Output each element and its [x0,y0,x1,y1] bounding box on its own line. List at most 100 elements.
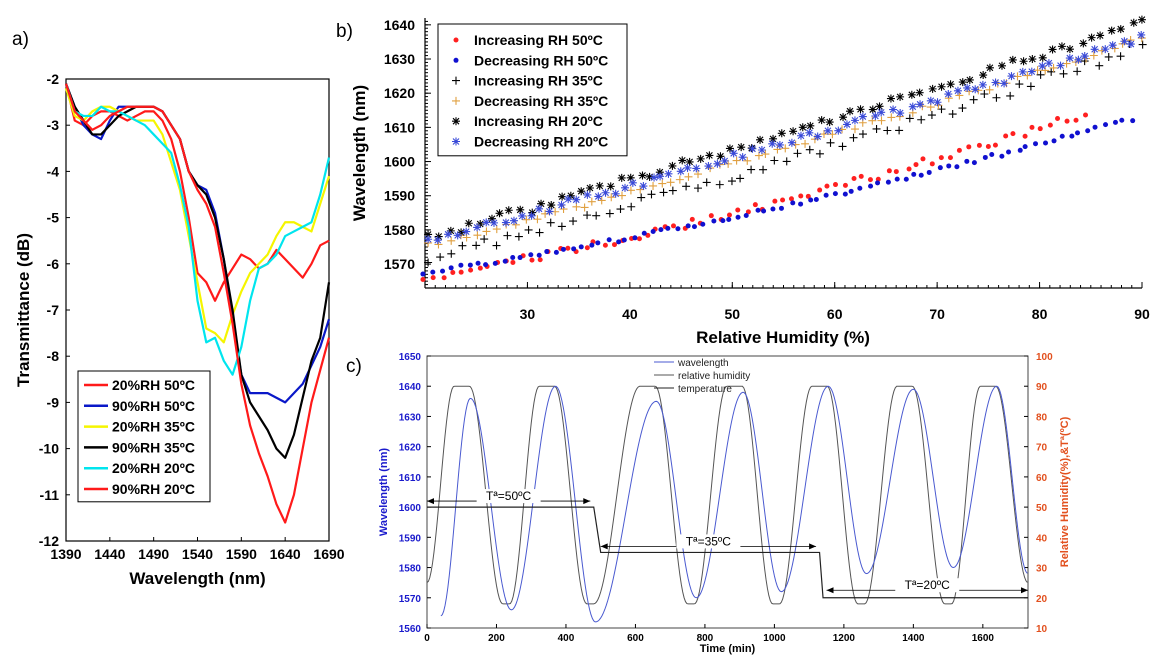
data-point-b [1129,18,1138,27]
data-point-b [1044,59,1053,68]
data-point-b [1022,133,1028,139]
annotation-bg-c [676,534,741,549]
data-point-b [535,228,544,237]
legend-label-c: relative humidity [678,371,750,382]
legend-marker-b [452,117,460,126]
data-point-b [886,94,895,103]
data-point-b [601,188,610,197]
data-point-b [813,197,819,203]
y2-tick-label-c: 30 [1036,564,1048,575]
data-point-b [992,142,998,148]
y-tick-label-b: 1630 [384,51,415,67]
y-tick-label-c: 1570 [399,594,422,605]
data-point-b [989,152,995,158]
data-point-b [704,162,713,171]
data-point-b [658,179,667,188]
data-point-b [716,152,725,161]
data-point-b [577,187,586,196]
data-point-b [805,193,811,199]
data-point-b [434,232,443,241]
data-point-b [997,61,1006,70]
data-point-b [583,190,592,199]
data-point-b [517,255,523,261]
data-point-b [509,216,518,225]
y-tick-label-b: 1570 [384,256,415,272]
data-point-b [462,227,471,236]
data-point-b [1026,82,1035,91]
data-point-b [966,144,972,150]
data-point-b [985,63,994,72]
data-point-b [915,88,924,97]
data-point-b [980,89,989,98]
data-point-b [856,105,865,114]
data-point-b [668,161,677,170]
data-point-b [828,130,837,139]
y-tick-label-b: 1580 [384,222,415,238]
data-point-b [918,172,924,178]
data-point-b [769,134,778,143]
data-point-b [693,184,702,193]
legend-label-a: 90%RH 20ºC [112,481,195,497]
data-point-b [1065,54,1074,63]
data-point-b [849,133,858,142]
data-point-b [1064,118,1070,124]
data-point-b [796,131,805,140]
data-point-b [595,181,604,190]
data-point-b [489,218,498,227]
data-point-b [1101,45,1110,54]
data-point-b [832,182,838,188]
data-point-b [1085,128,1091,134]
data-point-b [424,235,433,244]
legend-box-a [77,370,211,503]
annotation-label-c: Tª=50ºC [486,489,532,503]
x-tick-label-a: 1490 [138,546,169,562]
x-tick-label-c: 400 [558,633,575,644]
data-point-b [1095,61,1104,70]
data-point-b [1092,124,1098,130]
data-point-b [501,218,510,227]
series-line-a-1 [64,83,331,404]
data-point-b [684,172,693,181]
data-point-b [659,188,668,197]
data-point-b [682,182,691,191]
data-point-b [756,135,765,144]
x-tick-label-c: 0 [424,633,430,644]
data-point-b [638,171,647,180]
data-point-b [656,172,665,181]
data-point-b [817,187,823,193]
data-point-b [823,192,829,198]
y2-tick-label-c: 100 [1036,352,1053,363]
y-tick-label-a: -4 [47,163,60,179]
data-point-b [805,145,814,154]
data-point-b [896,109,905,118]
data-point-b [1112,119,1118,125]
data-point-b [883,126,892,135]
temperature-line-c [427,506,1028,599]
data-point-b [1074,55,1083,64]
data-point-b [1116,25,1125,34]
data-point-b [791,140,800,149]
data-point-b [927,111,936,120]
data-point-b [683,163,692,172]
data-point-b [868,105,877,114]
y2-tick-label-c: 80 [1036,412,1048,423]
data-point-b [458,262,464,268]
data-point-b [457,228,466,237]
data-point-b [826,138,835,147]
data-point-b [424,258,433,267]
data-point-b [430,275,436,281]
legend-marker-b [452,96,460,105]
data-point-b [587,197,596,206]
data-point-b [871,111,880,120]
data-point-b [761,208,767,214]
data-point-b [477,265,483,271]
data-point-b [503,231,512,240]
data-point-b [473,223,482,232]
data-point-b [819,130,828,139]
data-point-b [450,269,456,275]
data-point-b [447,249,456,258]
data-point-b [544,249,550,255]
data-point-b [492,225,501,234]
data-point-b [632,235,638,241]
data-point-b [1055,115,1061,121]
